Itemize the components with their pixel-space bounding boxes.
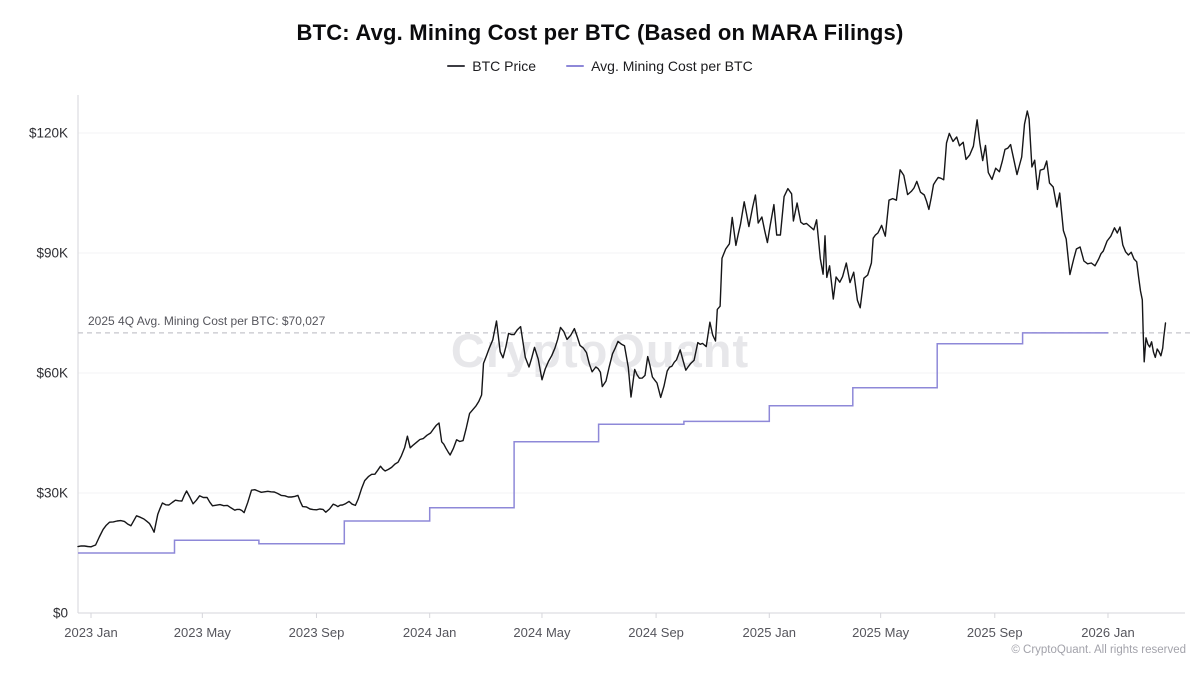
legend: BTC Price Avg. Mining Cost per BTC bbox=[0, 58, 1200, 74]
legend-label-mining-cost: Avg. Mining Cost per BTC bbox=[591, 58, 753, 74]
btc-price-line bbox=[77, 110, 1167, 548]
mining-cost-line bbox=[78, 332, 1108, 554]
chart-title: BTC: Avg. Mining Cost per BTC (Based on … bbox=[296, 20, 904, 45]
btc-price-swatch-icon bbox=[447, 64, 466, 68]
legend-item-btc-price[interactable]: BTC Price bbox=[447, 58, 536, 74]
legend-item-mining-cost[interactable]: Avg. Mining Cost per BTC bbox=[566, 58, 753, 74]
mining-cost-swatch-icon bbox=[566, 64, 585, 68]
legend-label-btc-price: BTC Price bbox=[472, 58, 537, 74]
